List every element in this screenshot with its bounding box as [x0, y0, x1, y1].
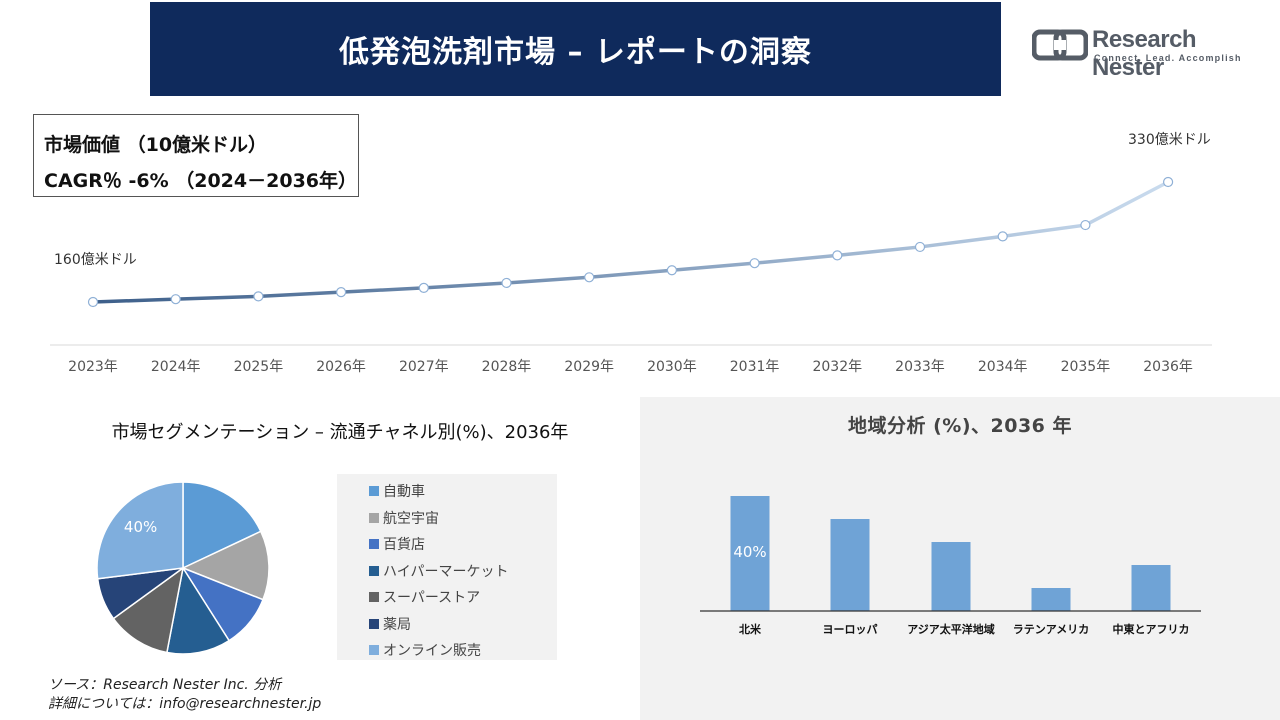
- x-tick-label: 2028年: [482, 359, 532, 375]
- legend-swatch: [369, 565, 379, 576]
- pie-chart-title: 市場セグメンテーション – 流通チャネル別(%)、2036年: [111, 422, 569, 443]
- source-note: ソース：Research Nester Inc. 分析 詳細については：info…: [48, 676, 321, 714]
- pie-slice: [182, 481, 262, 570]
- distribution-pie-chart: 40%: [96, 481, 270, 655]
- line-point: [170, 294, 181, 305]
- source-line: ソース：Research Nester Inc. 分析: [48, 677, 282, 693]
- legend-label: スーパーストア: [383, 590, 481, 607]
- legend-item: スーパーストア: [369, 584, 557, 611]
- logo-name: Research Nester: [1092, 26, 1197, 81]
- x-tick-label: 2033年: [895, 359, 945, 375]
- pie-legend: 自動車航空宇宙百貨店ハイパーマーケット スーパーストア 薬局オンライン販売: [337, 474, 557, 660]
- region-bar-chart: 北米 40% ヨーロッパ アジア太平洋地域 ラテンアメリカ 中東とアフリカ: [700, 496, 1201, 636]
- line-point: [87, 296, 99, 308]
- pie-slice: [96, 481, 184, 580]
- line-point: [997, 231, 1008, 242]
- contact-line: 詳細については：info@researchnester.jp: [48, 696, 322, 712]
- line-point: [1162, 176, 1174, 188]
- legend-label: 航空宇宙: [383, 510, 439, 527]
- x-tick-label: 2025年: [234, 359, 284, 375]
- legend-swatch: [369, 539, 379, 550]
- bar-category-label: 中東とアフリカ: [1113, 622, 1190, 636]
- x-tick-label: 2029年: [564, 359, 614, 375]
- pie-slice: [112, 566, 185, 654]
- region-bar: [1031, 588, 1071, 611]
- region-chart-title: 地域分析 (%)、2036 年: [847, 415, 1072, 437]
- logo-tagline: Connect. Lead. Accomplish: [1094, 53, 1242, 63]
- page-title: 低発泡洗剤市場 – レポートの洞察: [339, 35, 812, 70]
- x-tick-label: 2024年: [151, 359, 201, 375]
- legend-label: ハイパーマーケット: [383, 563, 509, 580]
- x-tick-label: 2036年: [1143, 359, 1193, 375]
- bar-data-label: 40%: [733, 543, 766, 561]
- region-panel: 地域分析 (%)、2036 年 北米 40% ヨーロッパ アジア太平洋地域 ラテンアメリ…: [640, 397, 1280, 720]
- legend-swatch: [369, 512, 379, 523]
- legend-item: 自動車: [369, 478, 557, 505]
- line-point: [253, 291, 264, 302]
- legend-item: 薬局: [369, 611, 557, 638]
- company-logo: Research Nester Connect. Lead. Accomplis…: [1032, 26, 1262, 81]
- legend-item: 百貨店: [369, 531, 557, 558]
- legend-swatch: [369, 486, 379, 497]
- x-tick-label: 2030年: [647, 359, 697, 375]
- region-bar: [1131, 565, 1171, 611]
- x-tick-label: 2035年: [1061, 359, 1111, 375]
- legend-label: 自動車: [383, 484, 425, 501]
- x-tick-label: 2032年: [812, 359, 862, 375]
- bar-category-label: アジア太平洋地域: [907, 622, 995, 636]
- line-point: [501, 277, 512, 289]
- x-tick-label: 2034年: [978, 359, 1028, 375]
- market-value-line: [91, 180, 1170, 304]
- pie-slice: [181, 530, 270, 601]
- line-point: [1080, 219, 1091, 231]
- x-tick-label: 2031年: [730, 359, 780, 375]
- legend-swatch: [369, 618, 379, 629]
- legend-label: 百貨店: [383, 537, 425, 554]
- cagr-label: CAGR％ -6% （2024－2036年）: [44, 170, 358, 192]
- line-point: [418, 282, 429, 293]
- region-bar: [830, 519, 870, 611]
- legend-label: オンライン販売: [383, 643, 481, 660]
- pie-slice: [166, 565, 231, 655]
- legend-swatch: [369, 645, 379, 656]
- legend-item: ハイパーマーケット: [369, 558, 557, 585]
- legend-swatch: [369, 592, 379, 603]
- line-point: [832, 250, 843, 261]
- bar-category-label: 北米: [739, 622, 762, 636]
- logo-icon: [1032, 29, 1088, 61]
- bar-category-label: ラテンアメリカ: [1013, 623, 1089, 636]
- end-value-label: 330億米ドル: [1128, 132, 1211, 148]
- x-tick-label: 2026年: [316, 359, 366, 375]
- legend-item: 航空宇宙: [369, 505, 557, 532]
- x-tick-label: 2023年: [68, 359, 118, 375]
- line-point: [336, 287, 347, 298]
- title-banner: 低発泡洗剤市場 – レポートの洞察: [150, 2, 1001, 96]
- line-point: [914, 241, 926, 253]
- market-info-box: 市場価値 （10億米ドル） CAGR％ -6% （2024－2036年）: [33, 114, 359, 197]
- region-bar: [931, 542, 971, 611]
- market-line-chart: 2023年 2024年 2025年 2026年 2027年 2028年 2029年 2030年…: [50, 132, 1212, 375]
- legend-item: オンライン販売: [369, 637, 557, 664]
- market-value-label: 市場価値 （10億米ドル）: [44, 134, 268, 156]
- start-value-label: 160億米ドル: [54, 252, 137, 268]
- legend-label: 薬局: [383, 616, 411, 633]
- line-point: [584, 272, 595, 283]
- line-point: [666, 265, 678, 276]
- pie-data-label: 40%: [124, 518, 157, 536]
- line-point: [749, 258, 760, 269]
- bar-category-label: ヨーロッパ: [823, 623, 878, 636]
- region-bar: [730, 496, 770, 611]
- x-tick-label: 2027年: [399, 359, 449, 375]
